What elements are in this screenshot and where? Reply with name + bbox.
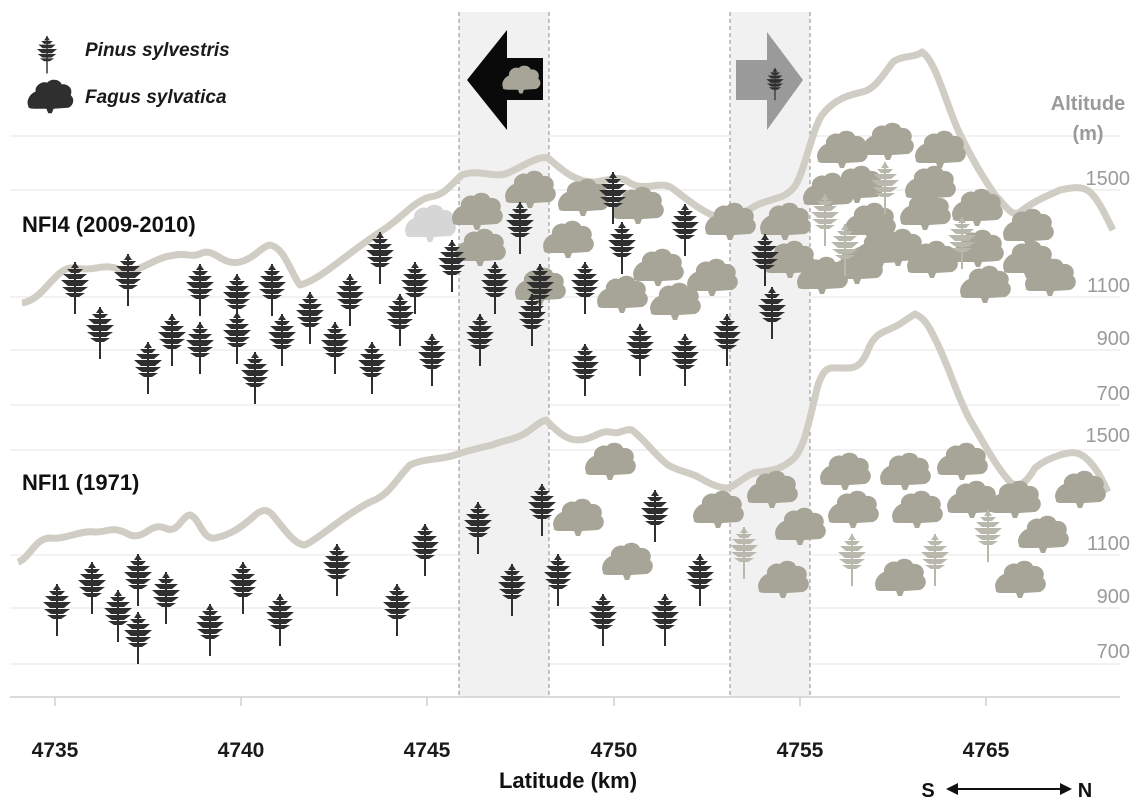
x-tick-4740: 4740 [218,739,265,762]
pine-tree-icon [266,594,294,646]
beech-tree-icon [633,248,684,286]
pine-tree-icon [336,274,364,326]
panel-label-nfi4: NFI4 (2009-2010) [22,212,196,237]
pine-tree-icon [186,264,214,316]
beech-tree-icon [553,498,604,536]
pine-tree-icon [241,352,269,404]
altitude-profile-top [21,48,1117,307]
beech-tree-icon [602,542,653,580]
beech-tree-icon [875,558,926,596]
pine-tree-icon [258,264,286,316]
beech-tree-icon [585,442,636,480]
pine-tree-icon [104,590,132,642]
pine-legend-label: Pinus sylvestris [85,40,230,61]
pine-tree-icon [974,510,1002,562]
pine-tree-icon [671,334,699,386]
pine-tree-icon [268,314,296,366]
x-axis: 4735 4740 4745 4750 4755 4765 Latitude (… [10,696,1120,793]
pine-tree-icon [296,292,324,344]
pine-tree-icon [186,322,214,374]
x-tick-4735: 4735 [32,739,79,762]
pine-tree-icon [626,324,654,376]
beech-tree-icon [828,490,879,528]
pine-tree-icon [383,584,411,636]
pine-tree-icon [124,554,152,606]
trees-nfi4 [61,122,1076,404]
alt-tick-bottom-1100: 1100 [1087,533,1130,555]
pine-tree-icon [671,204,699,256]
compass-north: N [1078,780,1092,802]
pine-tree-icon [838,534,866,586]
alt-tick-bottom-900: 900 [1097,586,1130,608]
pine-tree-icon [571,262,599,314]
pine-tree-icon [386,294,414,346]
beech-tree-icon [995,560,1046,598]
pine-tree-icon [223,312,251,364]
pine-tree-icon [114,254,142,306]
pine-tree-icon [43,584,71,636]
beech-tree-icon [900,192,951,230]
alt-tick-top-700: 700 [1097,383,1130,405]
pine-tree-icon [152,572,180,624]
trees-nfi1 [43,442,1106,664]
beech-tree-icon [947,480,998,518]
pine-tree-icon [86,307,114,359]
beech-tree-icon [880,452,931,490]
x-axis-label: Latitude (km) [499,768,637,793]
beech-tree-icon [863,122,914,160]
pine-tree-icon [651,594,679,646]
x-tick-4765: 4765 [963,739,1010,762]
beech-legend-label: Fagus sylvatica [85,87,227,108]
beech-legend-icon [27,79,74,114]
pine-tree-icon [229,562,257,614]
beech-tree-icon [543,220,594,258]
double-arrow-icon [946,783,1072,795]
pine-tree-icon [418,334,446,386]
pine-tree-icon [411,524,439,576]
alt-tick-bottom-700: 700 [1097,641,1130,663]
pine-tree-icon [124,612,152,664]
pine-tree-icon [641,490,669,542]
altitude-title: Altitude [1051,93,1125,115]
x-tick-4745: 4745 [404,739,451,762]
altitude-unit: (m) [1072,123,1103,145]
panel-label-nfi1: NFI1 (1971) [22,470,139,495]
beech-advance-arrow [467,30,543,130]
pine-tree-icon [589,594,617,646]
beech-tree-icon [820,452,871,490]
x-tick-4755: 4755 [777,739,824,762]
alt-tick-bottom-1500: 1500 [1086,425,1131,447]
alt-tick-top-1500: 1500 [1086,168,1131,190]
beech-tree-icon [832,165,883,203]
alt-tick-top-1100: 1100 [1087,275,1130,297]
legend: Pinus sylvestris Fagus sylvatica [27,36,230,114]
beech-tree-icon [990,480,1041,518]
beech-tree-icon [892,490,943,528]
pine-tree-icon [921,534,949,586]
pine-advance-arrow [736,32,803,130]
pine-tree-icon [608,222,636,274]
pine-tree-icon [196,604,224,656]
compass: S N [921,780,1092,802]
pine-tree-icon [158,314,186,366]
alt-tick-top-900: 900 [1097,328,1130,350]
pine-tree-icon [571,344,599,396]
beech-tree-icon [1018,515,1069,553]
altitude-profile-bottom [16,310,1112,566]
beech-tree-icon [597,275,648,313]
beech-tree-icon [937,442,988,480]
pine-tree-icon [686,554,714,606]
x-tick-4750: 4750 [591,739,638,762]
pine-tree-icon [321,322,349,374]
pine-legend-icon [36,36,58,74]
pine-tree-icon [323,544,351,596]
compass-south: S [921,780,934,802]
pine-tree-icon [78,562,106,614]
